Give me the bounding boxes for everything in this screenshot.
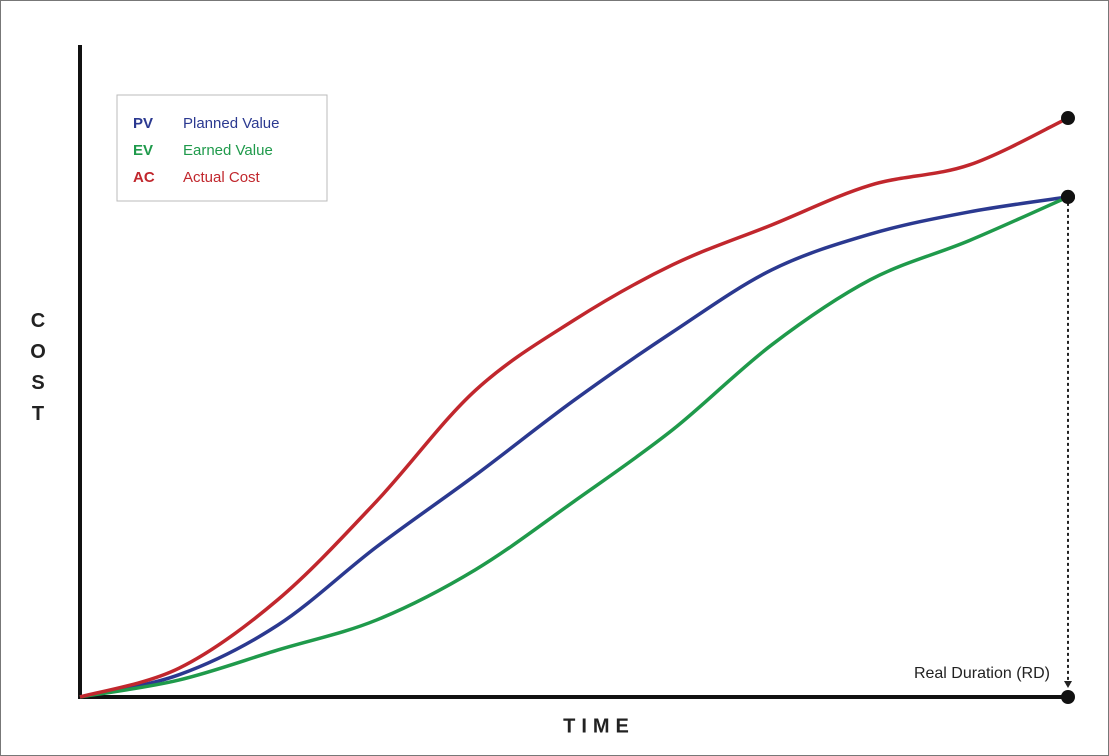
legend-label: Planned Value [183, 115, 279, 132]
arrow-head [1064, 681, 1072, 688]
end-point [1061, 111, 1075, 126]
legend-abbr: AC [133, 169, 155, 186]
end-point [1061, 189, 1075, 204]
legend-label: Earned Value [183, 142, 273, 159]
annotation: Real Duration (RD) [914, 665, 1050, 682]
series-line [79, 195, 1069, 699]
series-line [79, 195, 1069, 699]
series-line [79, 116, 1069, 699]
legend-abbr: PV [133, 115, 153, 132]
x-axis-label: TIME [563, 715, 635, 737]
legend-abbr: EV [133, 142, 153, 159]
legend [116, 94, 328, 202]
legend-label: Actual Cost [183, 169, 261, 186]
axis-end-point [1061, 690, 1075, 704]
